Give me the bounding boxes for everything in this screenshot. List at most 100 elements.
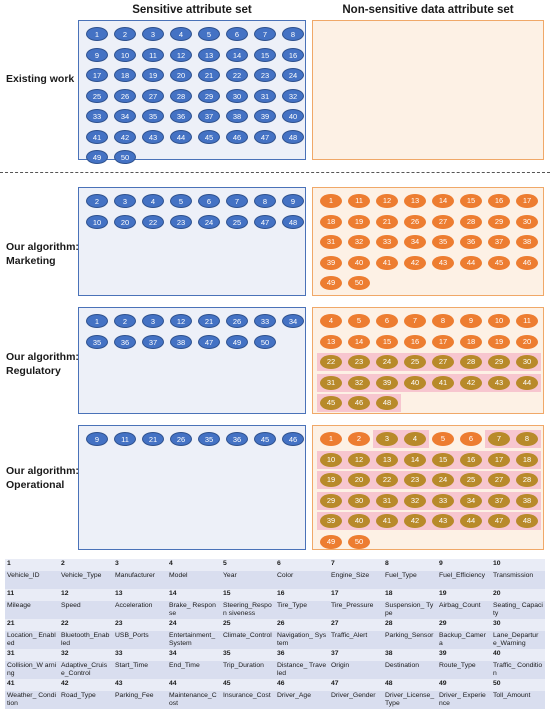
legend-number: 25 <box>221 619 275 631</box>
attribute-chip: 3 <box>114 194 136 208</box>
legend-attribute-name: Fuel_Type <box>383 571 437 589</box>
attribute-chip: 29 <box>320 493 342 508</box>
attribute-chip: 17 <box>432 334 454 349</box>
legend-attribute-name: Transmission <box>491 571 545 589</box>
attribute-chip: 39 <box>376 375 398 390</box>
legend-number: 11 <box>5 589 59 601</box>
attribute-chip: 1 <box>320 432 342 446</box>
legend-attribute-name: Color <box>275 571 329 589</box>
panel-operational-sensitive: 9 11 21 26 35 36 45 46 <box>78 425 306 550</box>
legend-number: 23 <box>113 619 167 631</box>
legend-number: 14 <box>167 589 221 601</box>
legend-number: 40 <box>491 649 545 661</box>
legend-number: 31 <box>5 649 59 661</box>
legend-number: 5 <box>221 559 275 571</box>
attribute-chip: 7 <box>404 314 426 328</box>
attribute-chip: 15 <box>460 194 482 208</box>
panel-existing-sensitive: 1 2 3 4 5 6 7 8 9 10 11 12 13 14 15 16 17 18 19 20 21 22 23 24 2… <box>78 20 306 164</box>
attribute-chip: 2 <box>348 432 370 446</box>
attribute-chip: 50 <box>348 534 370 549</box>
attribute-chip: 50 <box>348 276 370 290</box>
attribute-chip: 44 <box>516 375 538 390</box>
attribute-chip: 5 <box>432 432 454 446</box>
legend-number: 18 <box>383 589 437 601</box>
panel-regulatory-non-sensitive: 4 5 6 7 8 9 10 11 13 14 15 16 17 18 19 20 22 23 24 25 27 28 29… <box>312 307 544 414</box>
attribute-chip: 45 <box>488 255 510 270</box>
attribute-chip: 49 <box>226 334 248 349</box>
legend-attribute-name: Navigation_ System <box>275 631 329 649</box>
attribute-chip: 1 <box>86 27 108 41</box>
attribute-chip: 19 <box>348 214 370 229</box>
attribute-chip: 39 <box>320 255 342 270</box>
attribute-chip: 36 <box>460 235 482 249</box>
attribute-chip: 38 <box>516 493 538 508</box>
attribute-chip: 3 <box>142 27 164 41</box>
attribute-chip: 2 <box>86 194 108 208</box>
attribute-chip: 31 <box>320 375 342 390</box>
legend-attribute-name: Road_Type <box>59 691 113 709</box>
attribute-chip: 34 <box>282 314 304 328</box>
legend-attribute-name: Manufacturer <box>113 571 167 589</box>
attribute-chip: 40 <box>348 255 370 270</box>
attribute-chip: 25 <box>404 355 426 369</box>
attribute-chip: 39 <box>320 514 342 528</box>
legend-attribute-name: Driver_ Experience <box>437 691 491 709</box>
attribute-chip: 42 <box>460 375 482 390</box>
legend-attribute-name: Speed <box>59 601 113 619</box>
legend-number: 6 <box>275 559 329 571</box>
attribute-chip: 13 <box>376 452 398 467</box>
attribute-chip: 21 <box>198 314 220 328</box>
legend-number: 32 <box>59 649 113 661</box>
attribute-chip: 22 <box>320 355 342 369</box>
attribute-chip: 33 <box>254 314 276 328</box>
attribute-chip: 35 <box>432 235 454 249</box>
attribute-chip: 22 <box>376 473 398 487</box>
attribute-chip: 6 <box>198 194 220 208</box>
attribute-chip: 41 <box>376 514 398 528</box>
attribute-chip: 26 <box>114 88 136 103</box>
attribute-chip: 40 <box>404 375 426 390</box>
attribute-chip: 45 <box>198 129 220 144</box>
legend-attribute-name: Collision_W arning <box>5 661 59 679</box>
legend-attribute-name: Mileage <box>5 601 59 619</box>
row-label-marketing: Our algorithm: Marketing <box>6 241 79 267</box>
attribute-chip: 43 <box>488 375 510 390</box>
attribute-chip: 35 <box>142 109 164 123</box>
attribute-chip: 12 <box>376 194 398 208</box>
attribute-chip: 8 <box>254 194 276 208</box>
attribute-chip: 32 <box>404 493 426 508</box>
legend-number: 39 <box>437 649 491 661</box>
attribute-chip: 21 <box>142 432 164 446</box>
legend-attribute-name: Adaptive_Cruis e_Control <box>59 661 113 679</box>
attribute-chip: 6 <box>460 432 482 446</box>
attribute-chip: 30 <box>516 214 538 229</box>
attribute-chip: 32 <box>348 235 370 249</box>
attribute-chip: 29 <box>198 88 220 103</box>
legend-number: 38 <box>383 649 437 661</box>
attribute-chip: 40 <box>348 514 370 528</box>
attribute-chip: 18 <box>114 68 136 82</box>
attribute-chip: 8 <box>432 314 454 328</box>
attribute-chip: 36 <box>170 109 192 123</box>
attribute-chip: 23 <box>170 214 192 229</box>
legend-number: 9 <box>437 559 491 571</box>
attribute-chip: 30 <box>348 493 370 508</box>
legend-attribute-name: Destination <box>383 661 437 679</box>
attribute-chip: 21 <box>198 68 220 82</box>
legend-attribute-name: Weather_ Condition <box>5 691 59 709</box>
attribute-chip: 29 <box>488 214 510 229</box>
attribute-chip: 41 <box>376 255 398 270</box>
attribute-chip: 33 <box>376 235 398 249</box>
attribute-chip: 43 <box>142 129 164 144</box>
attribute-chip: 10 <box>488 314 510 328</box>
attribute-chip: 11 <box>516 314 538 328</box>
attribute-chip: 42 <box>404 255 426 270</box>
legend-attribute-name: Distance_ Traveled <box>275 661 329 679</box>
legend-attribute-name: Parking_Sensor <box>383 631 437 649</box>
legend-number: 20 <box>491 589 545 601</box>
legend-number: 37 <box>329 649 383 661</box>
attribute-chip: 27 <box>432 214 454 229</box>
attribute-chip: 35 <box>198 432 220 446</box>
attribute-chip: 46 <box>226 129 248 144</box>
attribute-chip: 15 <box>432 452 454 467</box>
